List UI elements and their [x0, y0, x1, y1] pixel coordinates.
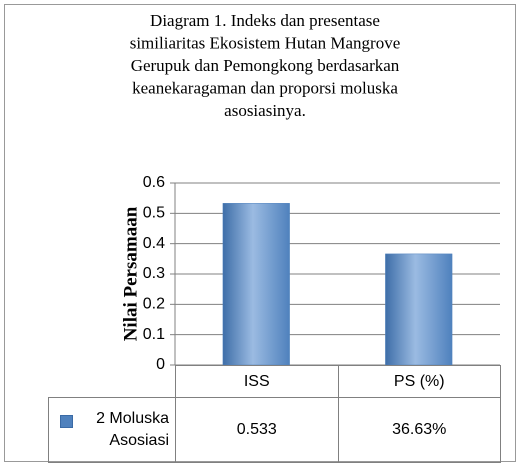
- bar: [222, 203, 290, 366]
- legend-swatch: [60, 415, 73, 428]
- data-label: 0.533: [175, 397, 339, 463]
- y-tick-label: 0.3: [143, 265, 165, 282]
- legend-label: 2 Moluska Asosiasi: [96, 410, 169, 449]
- chart-title: asosiasinya.: [224, 101, 306, 120]
- y-tick-label: 0.4: [143, 235, 165, 252]
- x-tick-label: PS (%): [337, 365, 501, 398]
- chart-title: Gerupuk dan Pemongkong berdasarkan: [131, 56, 400, 75]
- chart-title: Diagram 1. Indeks dan presentase: [150, 11, 380, 30]
- y-tick-label: 0.6: [143, 174, 165, 191]
- y-tick-label: 0.5: [143, 205, 165, 222]
- chart-title: keanekaragaman dan proporsi moluska: [132, 78, 398, 97]
- x-tick-label: ISS: [175, 365, 339, 398]
- data-label: 36.63%: [337, 397, 501, 463]
- y-tick-label: 0.1: [143, 326, 165, 343]
- bar: [385, 253, 453, 366]
- y-tick-label: 0: [156, 356, 165, 373]
- legend-entry: 2 Moluska Asosiasi: [48, 397, 176, 463]
- y-tick-label: 0.2: [143, 296, 165, 313]
- chart-title: similiaritas Ekosistem Hutan Mangrove: [130, 33, 401, 52]
- frame: [4, 4, 516, 462]
- y-axis-label: Nilai Persamaan: [120, 206, 141, 341]
